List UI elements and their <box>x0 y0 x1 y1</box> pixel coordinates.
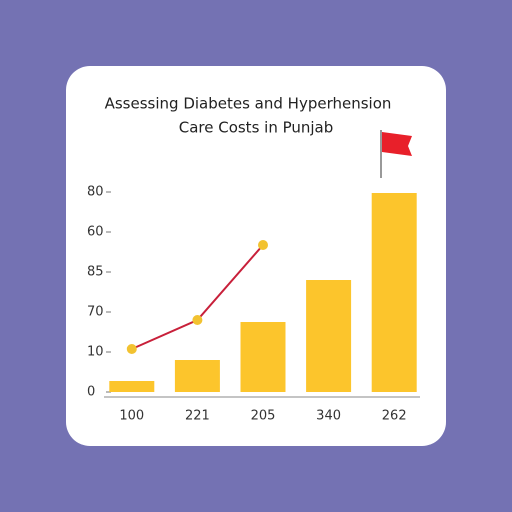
y-tick-label: 0 <box>87 385 95 400</box>
y-tick-label: 85 <box>87 265 104 280</box>
chart-title: Assessing Diabetes and Hyperhension <box>105 95 392 113</box>
x-tick-label: 100 <box>119 409 144 424</box>
point <box>126 344 137 354</box>
x-tick-label: 340 <box>316 409 341 424</box>
bar <box>240 322 286 392</box>
y-tick-label: 60 <box>87 225 104 240</box>
point <box>192 315 203 325</box>
bar <box>306 280 352 392</box>
bar <box>371 193 417 392</box>
y-tick-label: 70 <box>87 305 104 320</box>
flag <box>380 130 412 178</box>
bar <box>109 381 155 392</box>
x-tick-label: 205 <box>251 409 276 424</box>
chart-title: Care Costs in Punjab <box>179 119 334 137</box>
y-tick-label: 80 <box>87 185 104 200</box>
x-tick-label: 221 <box>185 409 210 424</box>
y-tick-label: 10 <box>87 345 104 360</box>
bar <box>174 360 220 392</box>
x-tick-label: 262 <box>382 409 407 424</box>
point <box>258 240 268 250</box>
